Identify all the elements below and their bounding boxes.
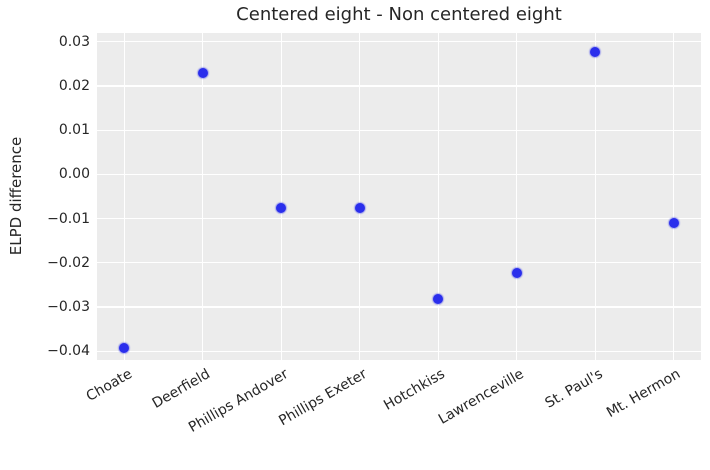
gridline-horizontal (97, 85, 701, 87)
gridline-vertical (516, 33, 518, 360)
gridline-vertical (280, 33, 282, 360)
gridline-horizontal (97, 306, 701, 308)
x-tick-label: Deerfield (149, 366, 213, 412)
y-axis-label: ELPD difference (7, 136, 25, 256)
data-point (119, 343, 130, 354)
y-tick-label: −0.02 (47, 254, 90, 271)
data-point (668, 218, 679, 228)
data-point (197, 67, 208, 78)
y-tick-label: −0.04 (47, 343, 90, 360)
gridline-horizontal (97, 173, 701, 175)
y-tick-label: −0.01 (47, 210, 90, 227)
y-tick-label: −0.03 (47, 298, 90, 315)
plot-area (97, 33, 701, 360)
gridline-vertical (123, 33, 126, 360)
y-tick-label: 0.00 (58, 166, 90, 183)
data-point (433, 294, 444, 305)
y-tick-label: 0.03 (58, 33, 90, 50)
data-point (590, 46, 601, 57)
gridline-vertical (359, 33, 361, 360)
gridline-vertical (672, 33, 675, 360)
gridline-horizontal (97, 217, 701, 220)
gridline-vertical (594, 33, 596, 360)
data-point (354, 203, 365, 214)
chart-title: Centered eight - Non centered eight (236, 4, 562, 25)
data-point (276, 202, 287, 213)
x-tick-label: Phillips Exeter (276, 366, 370, 430)
gridline-horizontal (97, 262, 701, 264)
x-tick-label: St. Paul's (542, 366, 606, 412)
data-point (511, 267, 522, 278)
x-tick-label: Lawrenceville (435, 366, 527, 428)
gridline-horizontal (97, 129, 701, 131)
gridline-vertical (202, 33, 204, 360)
x-tick-label: Hotchkiss (381, 366, 449, 414)
x-tick-label: Mt. Hermon (604, 366, 684, 421)
y-tick-label: 0.02 (58, 78, 90, 95)
y-tick-label: 0.01 (58, 122, 90, 139)
gridline-horizontal (97, 350, 701, 352)
x-tick-label: Choate (83, 366, 135, 405)
gridline-vertical (437, 33, 439, 360)
gridline-horizontal (97, 41, 701, 43)
